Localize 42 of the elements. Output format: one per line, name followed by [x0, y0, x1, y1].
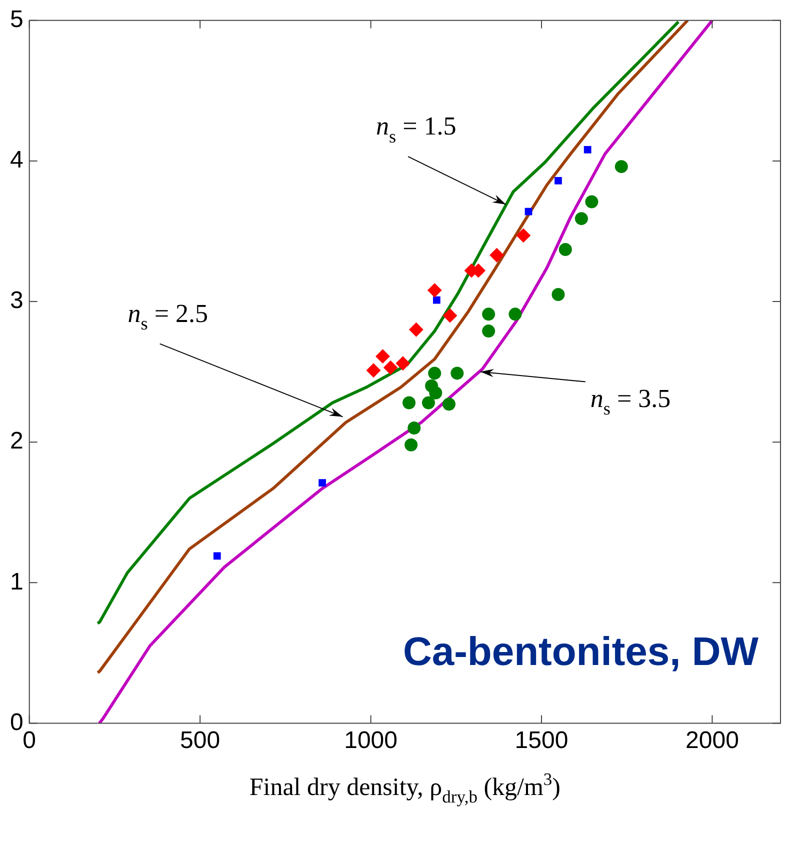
point: [554, 176, 562, 184]
point: [552, 288, 565, 301]
point: [482, 324, 496, 338]
point: [614, 160, 628, 174]
x-tick-label: 2000: [686, 727, 739, 754]
point: [402, 396, 416, 410]
point: [422, 396, 435, 410]
point: [213, 552, 221, 560]
point: [574, 212, 588, 226]
point: [396, 356, 410, 370]
y-tick-label: 4: [10, 146, 24, 174]
point: [482, 308, 496, 321]
point: [376, 349, 390, 364]
point: [428, 366, 442, 380]
text: Ca-bentonites, DW: [402, 630, 759, 674]
point: [442, 308, 457, 323]
y-tick-label: 1: [10, 568, 24, 596]
x-tick-label: 1000: [344, 727, 398, 754]
point: [584, 146, 592, 154]
x-tick-label: 1500: [514, 727, 568, 754]
point: [524, 208, 532, 216]
y-tick-label: 2: [10, 428, 24, 455]
y-tick-label: 3: [10, 287, 24, 314]
point: [508, 308, 522, 321]
x-tick-label: 500: [180, 727, 220, 754]
point: [409, 322, 424, 337]
point: [408, 422, 421, 435]
point: [366, 363, 381, 378]
point: [585, 195, 598, 208]
point: [432, 296, 440, 304]
point: [428, 283, 442, 298]
point: [490, 248, 504, 262]
point: [558, 243, 572, 256]
point: [450, 366, 464, 380]
point: [404, 438, 418, 452]
point: [384, 360, 398, 375]
point: [516, 228, 530, 242]
point: [429, 386, 442, 400]
point: [442, 398, 456, 411]
y-tick-label: 5: [10, 6, 24, 34]
point: [318, 479, 326, 487]
y-tick-label: 0: [10, 708, 24, 736]
